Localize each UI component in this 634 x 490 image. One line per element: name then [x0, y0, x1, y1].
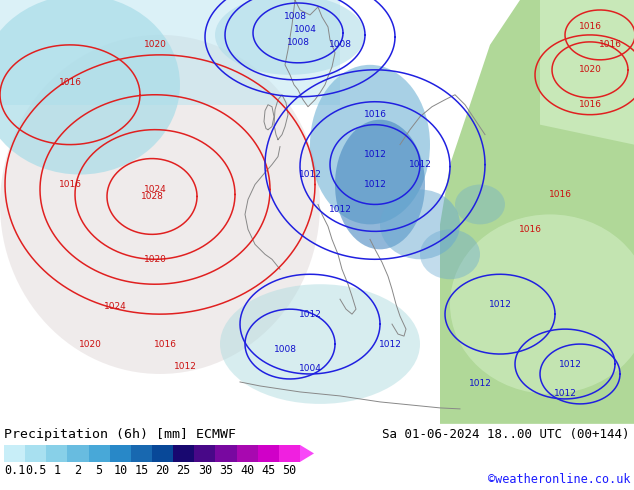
Text: 1024: 1024: [103, 302, 126, 311]
Text: 1012: 1012: [378, 340, 401, 348]
Text: 1008: 1008: [287, 38, 309, 48]
Text: 45: 45: [261, 464, 275, 477]
Text: 1016: 1016: [578, 23, 602, 31]
PathPatch shape: [440, 0, 634, 424]
Text: 1008: 1008: [328, 40, 351, 49]
Ellipse shape: [335, 120, 425, 249]
Text: 35: 35: [219, 464, 233, 477]
Bar: [89, 445, 110, 462]
Text: 1012: 1012: [174, 362, 197, 370]
Text: 1016: 1016: [598, 40, 621, 49]
Bar: [46, 445, 67, 462]
Ellipse shape: [450, 215, 634, 394]
Text: 1016: 1016: [578, 100, 602, 109]
Text: 40: 40: [240, 464, 254, 477]
Bar: [25, 445, 46, 462]
Text: Precipitation (6h) [mm] ECMWF: Precipitation (6h) [mm] ECMWF: [4, 428, 236, 441]
Text: 0.5: 0.5: [25, 464, 46, 477]
Text: 1012: 1012: [363, 150, 387, 159]
Polygon shape: [300, 445, 314, 462]
Text: 1016: 1016: [548, 190, 571, 199]
Text: 1016: 1016: [58, 78, 82, 87]
Bar: [131, 445, 152, 462]
Text: 2: 2: [74, 464, 82, 477]
Text: 20: 20: [155, 464, 170, 477]
Text: 1024: 1024: [144, 185, 166, 194]
Text: 1016: 1016: [519, 225, 541, 234]
Ellipse shape: [215, 0, 365, 75]
Text: 25: 25: [177, 464, 191, 477]
Text: 1020: 1020: [79, 340, 101, 348]
Text: 1008: 1008: [273, 344, 297, 354]
Text: 1004: 1004: [299, 365, 321, 373]
Text: ©weatheronline.co.uk: ©weatheronline.co.uk: [488, 473, 630, 486]
Text: Sa 01-06-2024 18..00 UTC (00+144): Sa 01-06-2024 18..00 UTC (00+144): [382, 428, 630, 441]
Bar: [152, 445, 173, 462]
Text: 1012: 1012: [363, 180, 387, 189]
Text: 10: 10: [113, 464, 127, 477]
PathPatch shape: [540, 0, 634, 145]
Text: 1008: 1008: [283, 12, 306, 22]
Text: 1012: 1012: [408, 160, 432, 169]
Text: 1028: 1028: [141, 192, 164, 201]
Text: 1012: 1012: [328, 205, 351, 214]
Ellipse shape: [0, 35, 320, 374]
Text: 1020: 1020: [143, 255, 167, 264]
Ellipse shape: [380, 190, 460, 259]
Text: 1016: 1016: [58, 180, 82, 189]
Ellipse shape: [420, 229, 480, 279]
Bar: [216, 445, 236, 462]
Bar: [257, 445, 279, 462]
Text: 1020: 1020: [579, 65, 602, 74]
Text: 1012: 1012: [299, 310, 321, 318]
Text: 1012: 1012: [299, 170, 321, 179]
Text: 0.1: 0.1: [4, 464, 25, 477]
Text: 1012: 1012: [489, 300, 512, 309]
Bar: [236, 445, 257, 462]
Text: 1: 1: [53, 464, 60, 477]
Bar: [67, 445, 89, 462]
Text: 5: 5: [96, 464, 103, 477]
Text: 1012: 1012: [469, 379, 491, 389]
Text: 1012: 1012: [553, 390, 576, 398]
Ellipse shape: [455, 185, 505, 224]
Text: 1004: 1004: [294, 25, 316, 34]
Ellipse shape: [0, 0, 180, 174]
Ellipse shape: [310, 65, 430, 224]
Text: 1012: 1012: [559, 360, 581, 368]
Bar: [110, 445, 131, 462]
Ellipse shape: [220, 284, 420, 404]
Text: 1016: 1016: [363, 110, 387, 119]
Bar: [0, 0, 340, 105]
Text: 1020: 1020: [143, 40, 167, 49]
Text: 1016: 1016: [153, 340, 176, 348]
Bar: [4, 445, 25, 462]
Bar: [279, 445, 300, 462]
Text: 30: 30: [198, 464, 212, 477]
Text: 50: 50: [282, 464, 297, 477]
Text: 15: 15: [134, 464, 148, 477]
Bar: [194, 445, 216, 462]
Bar: [173, 445, 194, 462]
